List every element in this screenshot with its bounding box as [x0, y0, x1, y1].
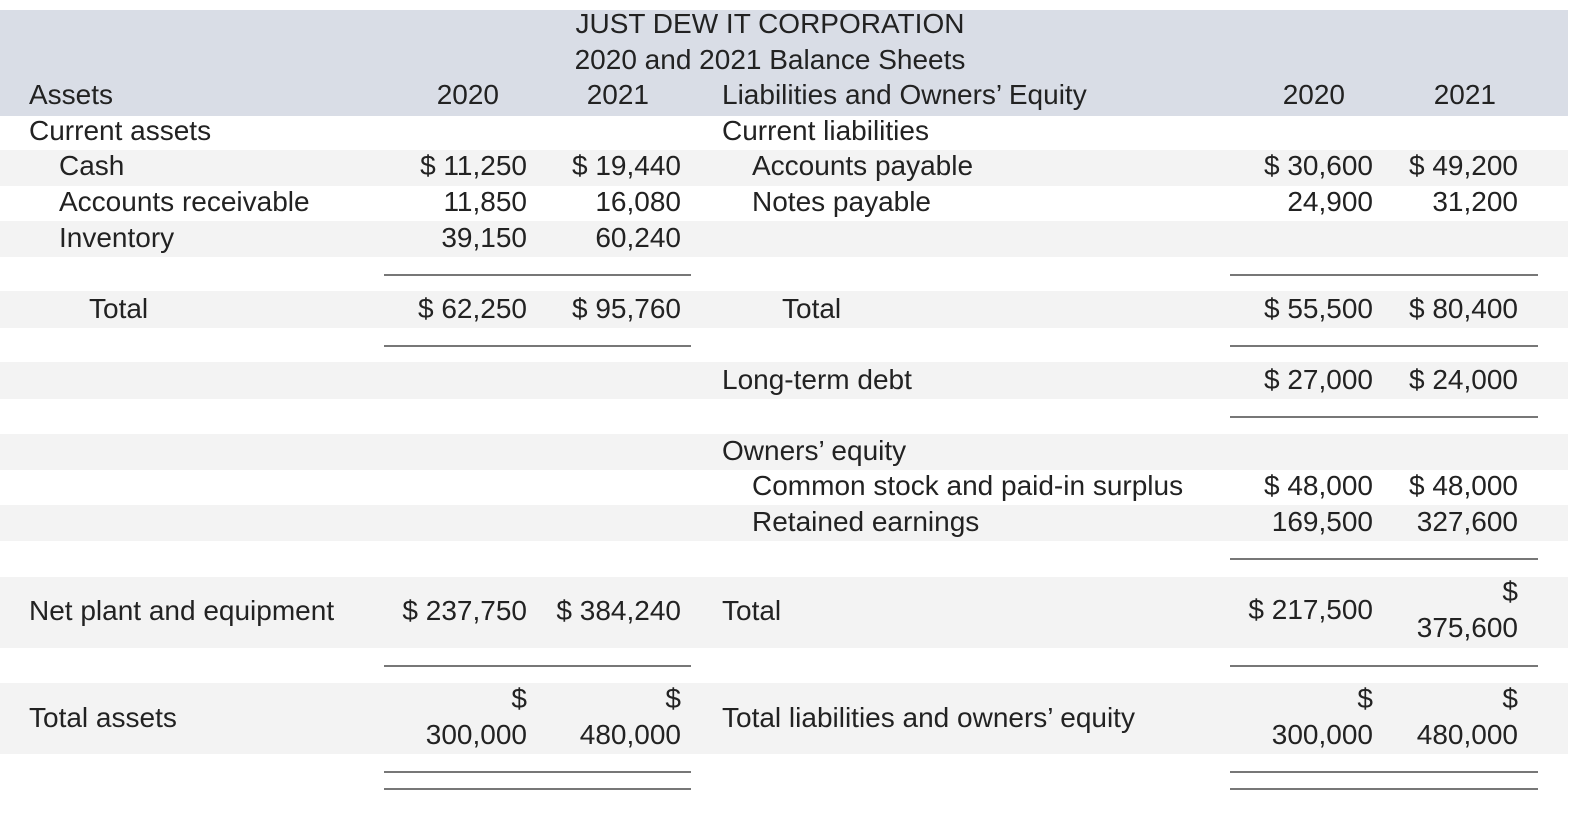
inventory-2020: 39,150: [441, 222, 527, 253]
net-plant-label: Net plant and equipment: [29, 595, 335, 626]
retained-earnings-2021: 327,600: [1416, 506, 1518, 537]
total-assets-double-rule-2: [384, 788, 691, 790]
total-assets-2021: 480,000: [579, 719, 681, 750]
payable-2020: $ 30,600: [1264, 150, 1373, 181]
row-band-inventory: [0, 221, 1568, 257]
total-liab-double-rule-2: [1230, 788, 1538, 790]
row-band-retained: [0, 505, 1568, 541]
retained-earnings-2020: 169,500: [1271, 506, 1373, 537]
liab-subtotal-rule: [1230, 274, 1538, 276]
total-liab-equity-2020: 300,000: [1271, 719, 1373, 750]
long-term-debt-label: Long-term debt: [722, 364, 912, 395]
current-liabilities-label: Current liabilities: [722, 115, 929, 146]
equity-total-2021-dollar: $: [1502, 576, 1518, 607]
total-liab-double-rule-1: [1230, 771, 1538, 773]
liab-year-2021: 2021: [1433, 79, 1496, 110]
long-term-debt-2020: $ 27,000: [1264, 364, 1373, 395]
row-band-total: [0, 291, 1568, 328]
common-stock-2021: $ 48,000: [1409, 470, 1518, 501]
current-liab-total-2020: $ 55,500: [1264, 293, 1373, 324]
net-plant-2020: $ 237,750: [402, 595, 527, 626]
liab-year-2020: 2020: [1282, 79, 1345, 110]
inventory-2021: 60,240: [595, 222, 681, 253]
current-assets-total-2020: $ 62,250: [418, 293, 527, 324]
assets-subtotal-rule: [384, 274, 691, 276]
payable-label: Accounts payable: [752, 150, 974, 181]
long-term-debt-2021: $ 24,000: [1409, 364, 1518, 395]
equity-subtotal-rule: [1230, 558, 1538, 560]
owners-equity-label: Owners’ equity: [722, 435, 907, 466]
assets-total-rule: [384, 345, 691, 347]
total-liab-equity-2021: 480,000: [1416, 719, 1518, 750]
equity-total-rule: [1230, 665, 1538, 667]
total-assets-double-rule-1: [384, 771, 691, 773]
row-band-long-term: [0, 362, 1568, 399]
common-stock-2020: $ 48,000: [1264, 470, 1373, 501]
row-band-cash: [0, 150, 1568, 186]
current-assets-total-2021: $ 95,760: [572, 293, 681, 324]
receivable-label: Accounts receivable: [59, 186, 310, 217]
net-plant-2021: $ 384,240: [556, 595, 681, 626]
assets-year-2021: 2021: [586, 79, 649, 110]
total-liab-equity-2020-dollar: $: [1357, 683, 1373, 714]
long-term-rule: [1230, 416, 1538, 418]
current-assets-label: Current assets: [29, 115, 212, 146]
receivable-2020: 11,850: [443, 186, 527, 217]
total-assets-2020-dollar: $: [511, 683, 527, 714]
company-name: JUST DEW IT CORPORATION: [575, 8, 965, 39]
cash-2020: $ 11,250: [420, 150, 527, 181]
liabilities-heading: Liabilities and Owners’ Equity: [722, 79, 1087, 110]
liab-total-rule: [1230, 345, 1538, 347]
notes-2021: 31,200: [1432, 186, 1518, 217]
net-plant-rule: [384, 665, 691, 667]
total-assets-2021-dollar: $: [665, 683, 681, 714]
receivable-2021: 16,080: [595, 186, 681, 217]
row-band-equity: [0, 434, 1568, 470]
notes-label: Notes payable: [752, 186, 932, 217]
inventory-label: Inventory: [59, 222, 175, 253]
equity-total-label: Total: [722, 595, 782, 626]
retained-earnings-label: Retained earnings: [752, 506, 980, 537]
current-liab-total-label: Total: [782, 293, 842, 324]
equity-total-2021: 375,600: [1416, 612, 1518, 643]
current-assets-total-label: Total: [89, 293, 149, 324]
assets-year-2020: 2020: [436, 79, 499, 110]
total-assets-2020: 300,000: [425, 719, 527, 750]
equity-total-2020: $ 217,500: [1248, 594, 1373, 625]
current-liab-total-2021: $ 80,400: [1409, 293, 1518, 324]
row-band-total-assets: [0, 683, 1568, 754]
total-assets-label: Total assets: [29, 702, 177, 733]
total-liab-equity-2021-dollar: $: [1502, 683, 1518, 714]
sheet-subtitle: 2020 and 2021 Balance Sheets: [574, 44, 966, 75]
payable-2021: $ 49,200: [1409, 150, 1518, 181]
common-stock-label: Common stock and paid-in surplus: [752, 470, 1184, 501]
row-band-net-plant: [0, 577, 1568, 648]
notes-2020: 24,900: [1287, 186, 1373, 217]
assets-heading: Assets: [29, 79, 114, 110]
cash-2021: $ 19,440: [572, 150, 681, 181]
total-liab-equity-label: Total liabilities and owners’ equity: [722, 702, 1135, 733]
cash-label: Cash: [59, 150, 125, 181]
header-band: [0, 10, 1568, 116]
